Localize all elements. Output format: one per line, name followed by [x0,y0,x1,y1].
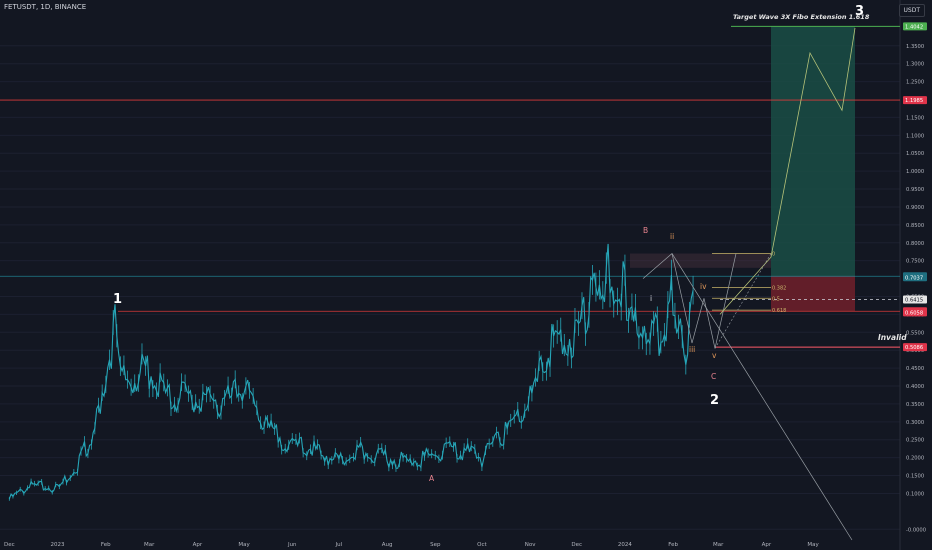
fib-level-label: 0.618 [772,308,786,314]
x-tick-label: Jul [335,542,343,548]
x-tick-label: May [238,542,250,548]
wave-b-label: B [643,226,649,235]
y-tick-label: 0.3000 [906,420,924,426]
profit-zone [771,26,855,277]
currency-unit-badge[interactable]: USDT [898,4,925,17]
x-tick-label: Apr [762,542,772,548]
y-tick-label: 0.1500 [906,474,924,480]
price-label-text: 0.6415 [905,298,923,304]
y-tick-label: 1.1000 [906,133,924,139]
y-tick-label: 1.0500 [906,151,924,157]
loss-zone [771,276,855,312]
wave-ii-label: ii [670,232,675,241]
price-label-box [903,295,927,304]
price-label-text: 1.4042 [905,24,923,30]
y-tick-label: 0.1000 [906,491,924,497]
wave-i-label: i [650,294,653,303]
y-tick-label: 0.8000 [906,241,924,247]
price-label-text: 0.6058 [905,310,923,316]
target-annotation: Target Wave 3X Fibo Extension 1.618 [733,13,870,21]
chart-symbol-title: FETUSDT, 1D, BINANCE [4,3,87,11]
x-tick-label: Feb [101,542,111,548]
y-tick-label: 1.1500 [906,115,924,121]
x-tick-label: Nov [525,542,536,548]
x-tick-label: Mar [144,542,155,548]
y-tick-label: 1.0000 [906,169,924,175]
supply-zone [630,253,771,268]
price-label-text: 1.1985 [905,98,923,104]
y-tick-label: 0.4500 [906,366,924,372]
y-tick-label: 0.5500 [906,330,924,336]
price-label-box [903,22,927,31]
fib-level-label: 0.382 [772,286,786,292]
y-tick-label: 0.3500 [906,402,924,408]
wave3-projection-path [719,27,856,315]
price-label-box [903,96,927,105]
x-tick-label: Apr [193,542,203,548]
y-tick-label: 0.2500 [906,438,924,444]
price-label-box [903,343,927,352]
y-tick-label: 1.2500 [906,80,924,86]
y-tick-label: 0.2000 [906,456,924,462]
y-tick-label: 0.4000 [906,384,924,390]
wave-iii-label: iii [689,345,696,354]
y-tick-label: 0.7500 [906,259,924,265]
y-tick-label: 0.8500 [906,223,924,229]
y-tick-label: 0.9000 [906,205,924,211]
price-label-text: 0.7037 [905,275,923,281]
y-tick-label: 1.3500 [906,44,924,50]
x-tick-label: Dec [4,542,15,548]
x-tick-label: Oct [477,542,487,548]
wave-a-label: A [429,474,435,483]
elliott-subwave-path [642,252,737,349]
x-tick-label: May [807,542,819,548]
wave-3-label: 3 [855,4,865,19]
x-tick-label: 2023 [51,542,65,548]
x-tick-label: Feb [668,542,678,548]
x-tick-label: Jun [287,542,297,548]
price-label-box [903,308,927,317]
y-tick-label: 1.3000 [906,62,924,68]
wave-1-label: 1 [113,292,123,307]
fib-level-label: 0.5 [772,296,780,302]
y-tick-label: 0.5000 [906,348,924,354]
x-tick-label: Sep [430,542,441,548]
x-tick-label: Dec [571,542,582,548]
wave-2-label: 2 [710,393,720,408]
x-tick-label: Aug [382,542,393,548]
wave-c-label: C [711,372,717,381]
price-label-text: 0.5086 [905,345,923,351]
x-tick-label: Mar [713,542,724,548]
x-tick-label: 2024 [618,542,632,548]
wave-iv-label: iv [700,282,707,291]
wave-v-label: v [712,351,717,360]
price-label-box [903,273,927,282]
trend-channel-line [671,253,853,541]
invalid-annotation: Invalid [878,333,907,342]
price-series-line [8,243,694,500]
fib-level-label: 0 [772,252,775,258]
y-tick-label: -0.0000 [906,527,926,533]
y-tick-label: 0.9500 [906,187,924,193]
